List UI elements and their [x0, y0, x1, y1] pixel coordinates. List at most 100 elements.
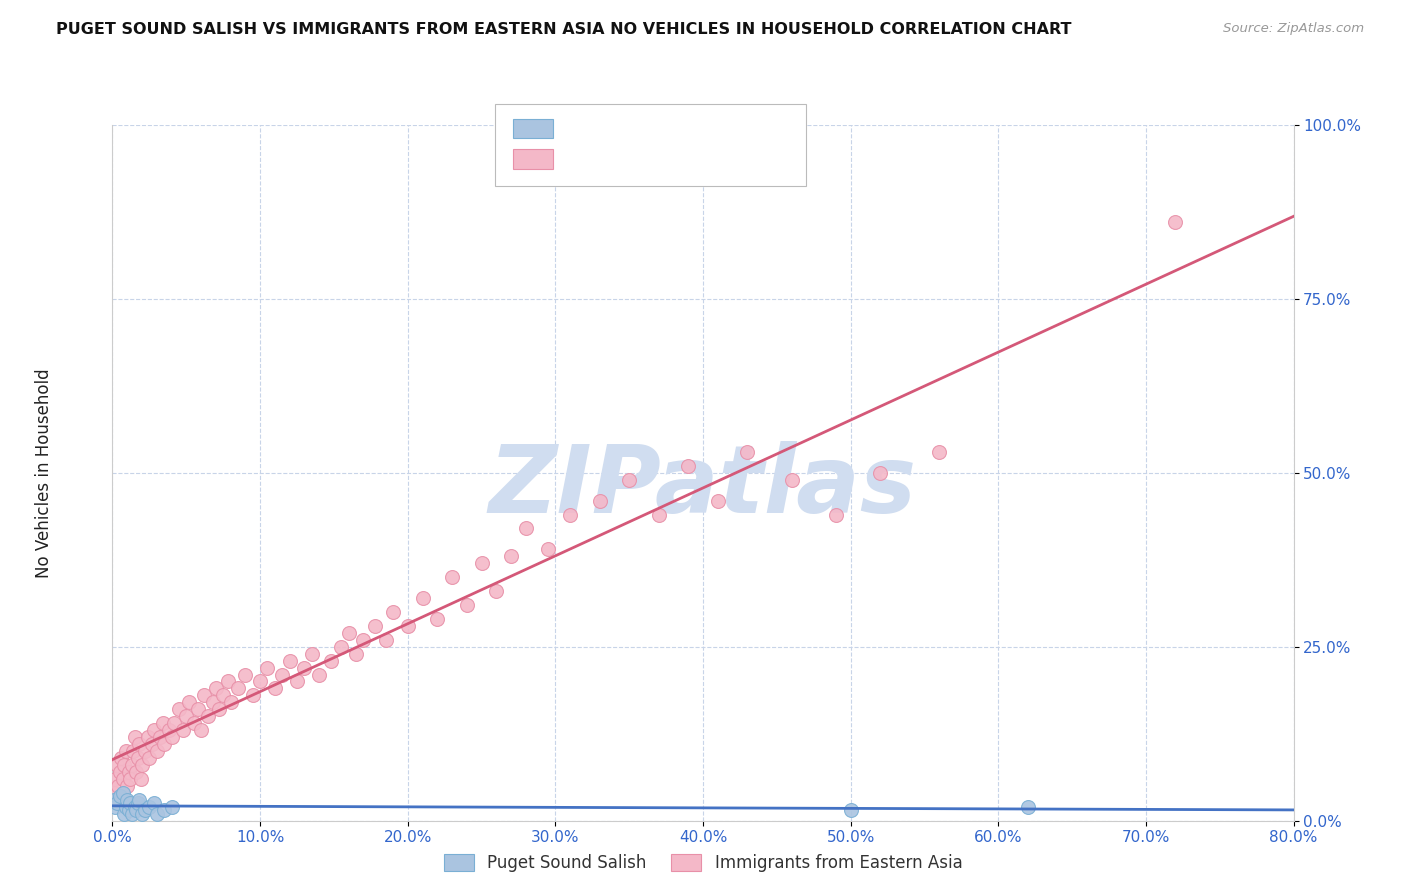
- Point: [278, 654, 301, 668]
- Point: [153, 737, 176, 751]
- Text: PUGET SOUND SALISH VS IMMIGRANTS FROM EASTERN ASIA NO VEHICLES IN HOUSEHOLD CORR: PUGET SOUND SALISH VS IMMIGRANTS FROM EA…: [56, 22, 1071, 37]
- Point: [117, 793, 138, 807]
- Point: [136, 730, 159, 744]
- Point: [537, 542, 560, 557]
- Point: [138, 799, 160, 814]
- Point: [104, 772, 127, 786]
- Point: [396, 619, 419, 633]
- Point: [124, 799, 146, 814]
- Point: [104, 799, 127, 814]
- Point: [111, 772, 134, 786]
- Point: [121, 758, 143, 772]
- Point: [127, 751, 149, 765]
- Point: [226, 681, 249, 696]
- Point: [146, 806, 169, 821]
- Point: [146, 744, 169, 758]
- Point: [172, 723, 194, 738]
- Point: [142, 796, 165, 810]
- Point: [249, 674, 271, 689]
- Point: [264, 681, 287, 696]
- Point: [411, 591, 433, 605]
- Point: [114, 744, 136, 758]
- Point: [149, 730, 172, 744]
- Point: [153, 803, 176, 817]
- Point: [308, 667, 330, 681]
- Point: [212, 689, 235, 703]
- Point: [485, 584, 508, 599]
- Point: [124, 730, 146, 744]
- Point: [138, 751, 160, 765]
- Point: [152, 716, 174, 731]
- Point: [824, 508, 846, 522]
- Point: [117, 779, 138, 793]
- Point: [105, 758, 128, 772]
- Point: [122, 744, 145, 758]
- Point: [205, 681, 228, 696]
- Text: Source: ZipAtlas.com: Source: ZipAtlas.com: [1223, 22, 1364, 36]
- Point: [118, 803, 141, 817]
- Text: ZIPatlas: ZIPatlas: [489, 441, 917, 533]
- Point: [382, 605, 405, 619]
- Point: [105, 796, 128, 810]
- Point: [292, 660, 315, 674]
- Point: [179, 695, 201, 709]
- Point: [217, 674, 239, 689]
- Point: [157, 723, 180, 738]
- Legend: Puget Sound Salish, Immigrants from Eastern Asia: Puget Sound Salish, Immigrants from East…: [437, 847, 969, 879]
- Point: [127, 796, 149, 810]
- Point: [344, 647, 367, 661]
- Point: [515, 521, 537, 535]
- Point: [129, 772, 152, 786]
- Point: [125, 803, 148, 817]
- Point: [134, 803, 156, 817]
- Point: [163, 716, 186, 731]
- Point: [337, 625, 360, 640]
- Point: [141, 737, 163, 751]
- Point: [456, 598, 478, 612]
- Point: [285, 674, 308, 689]
- Point: [233, 667, 256, 681]
- Point: [120, 796, 142, 810]
- Point: [441, 570, 464, 584]
- Point: [110, 751, 132, 765]
- Point: [108, 789, 131, 804]
- Point: [364, 619, 387, 633]
- Point: [128, 737, 150, 751]
- Point: [319, 654, 342, 668]
- Point: [128, 793, 150, 807]
- Point: [374, 632, 396, 647]
- Point: [125, 764, 148, 779]
- Point: [131, 806, 153, 821]
- Point: [120, 772, 142, 786]
- Point: [737, 445, 759, 459]
- Point: [501, 549, 523, 564]
- Point: [107, 779, 129, 793]
- Point: [1017, 799, 1039, 814]
- Point: [111, 786, 134, 800]
- Point: [190, 723, 212, 738]
- Point: [706, 493, 728, 508]
- Point: [647, 508, 671, 522]
- Point: [470, 556, 494, 570]
- Point: [118, 764, 141, 779]
- Point: [558, 508, 582, 522]
- Point: [869, 466, 891, 480]
- Text: No Vehicles in Household: No Vehicles in Household: [35, 368, 53, 578]
- Point: [1164, 215, 1187, 229]
- Point: [174, 709, 197, 723]
- Point: [588, 493, 610, 508]
- Point: [678, 458, 700, 473]
- Point: [197, 709, 219, 723]
- Point: [108, 764, 131, 779]
- Point: [271, 667, 294, 681]
- Point: [103, 793, 125, 807]
- Point: [134, 744, 156, 758]
- Point: [131, 758, 153, 772]
- Point: [183, 716, 205, 731]
- Point: [426, 612, 449, 626]
- Point: [301, 647, 323, 661]
- Point: [167, 702, 190, 716]
- Point: [160, 730, 183, 744]
- Point: [242, 689, 264, 703]
- Point: [142, 723, 165, 738]
